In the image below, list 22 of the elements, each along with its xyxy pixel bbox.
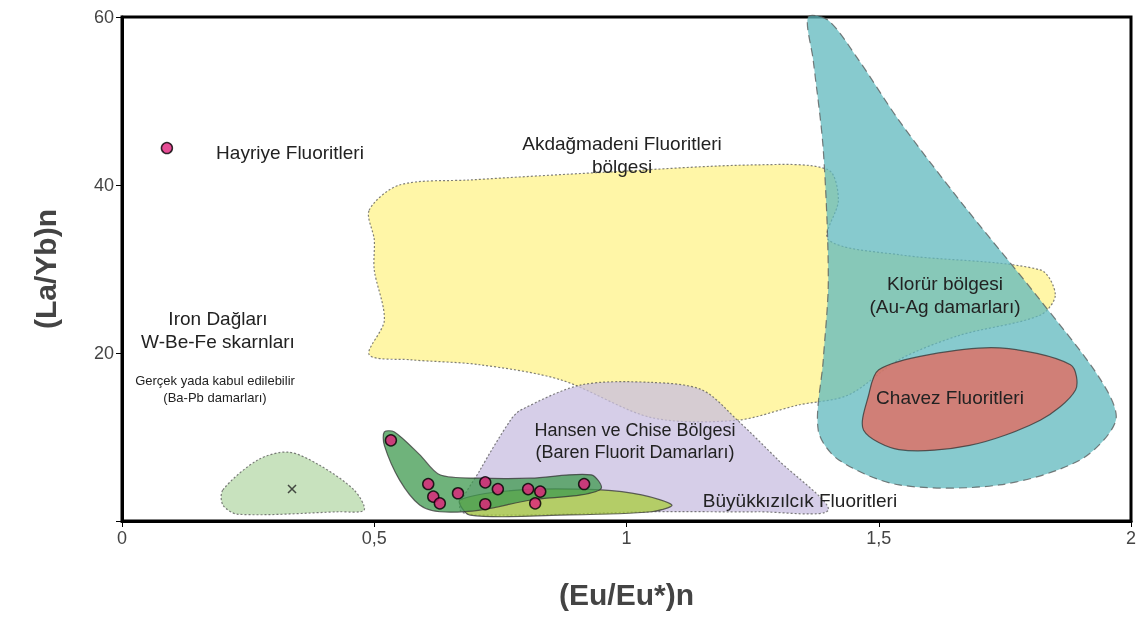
annotation: Akdağmadeni Fluoritleri bölgesi [522,133,722,177]
y-tick-label: 60 [93,7,114,27]
y-tick-label: 40 [93,175,114,195]
x-tick-label: 0 [116,528,128,548]
annotation: Klorür bölgesi (Au-Ag damarları) [869,273,1021,317]
x-tick-label: 1,5 [866,528,892,548]
x-axis-title: (Eu/Eu*)n [559,577,694,611]
annotation: Iron Dağları W-Be-Fe skarnları [141,308,295,352]
x-tick-label: 0,5 [361,528,387,548]
y-tick-label: 20 [93,343,114,363]
point [160,141,174,155]
x-tick-label: 1 [621,528,632,548]
annotation: Hansen ve Chise Bölgesi (Baren Fluorit Damarları) [534,420,736,462]
point [384,434,398,447]
annotation: Chavez Fluoritleri [876,386,1024,408]
annotation: Gerçek yada kabul edilebilir (Ba-Pb damarları) [135,373,296,405]
y-axis-title: (La/Yb)n [28,209,62,329]
point [433,497,447,510]
annotation: Hayriye Fluoritleri [216,141,364,163]
annotation: Büyükkızılcık Fluoritleri [702,489,898,511]
x-tick-label: 2 [1125,528,1137,548]
point [421,477,435,491]
